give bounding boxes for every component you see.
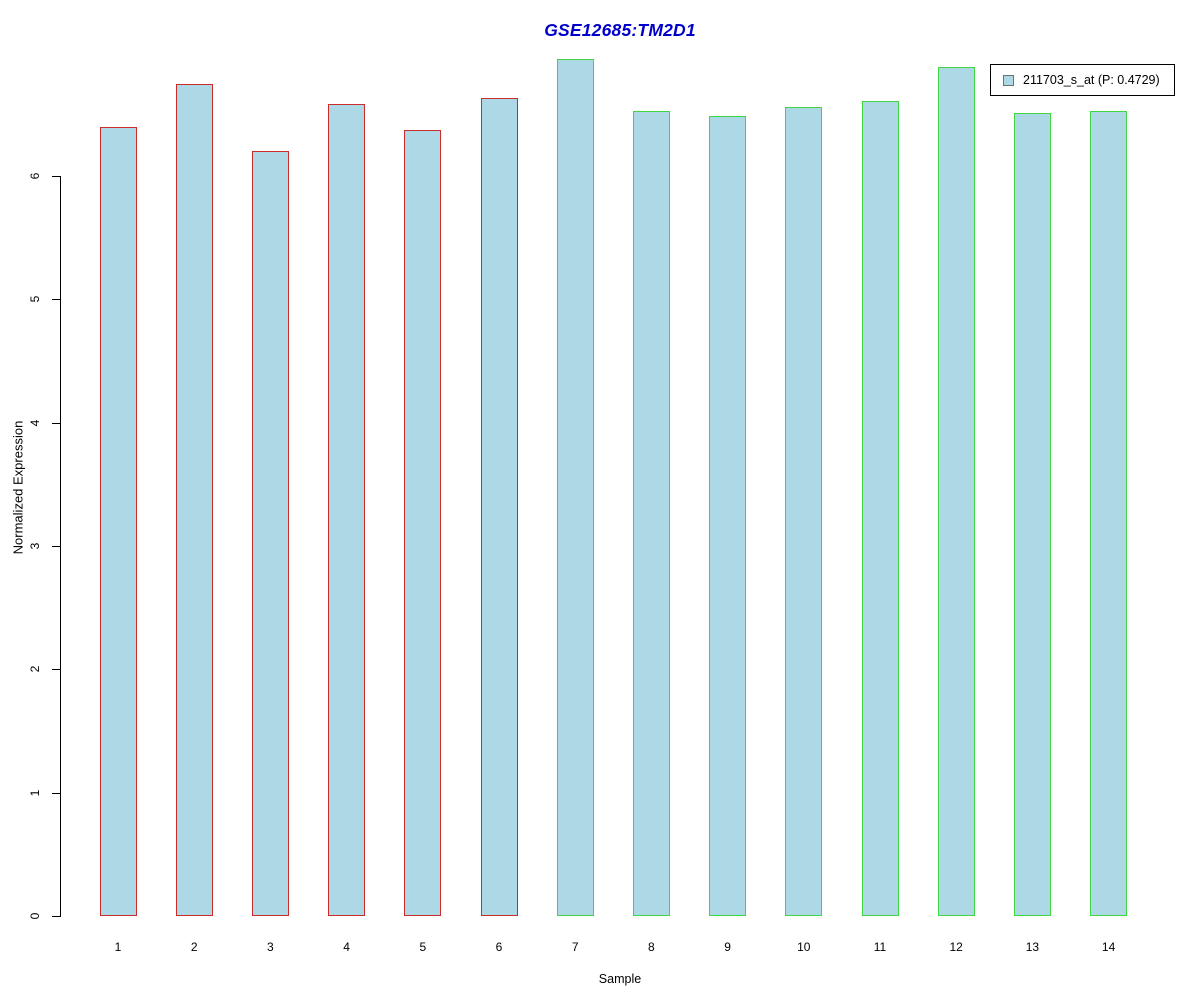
y-axis-line xyxy=(60,176,61,917)
x-tick-label: 2 xyxy=(190,940,198,954)
y-tick-label: 3 xyxy=(28,542,42,550)
legend: 211703_s_at (P: 0.4729) xyxy=(990,64,1175,96)
y-tick-mark xyxy=(52,792,60,794)
bar-sample-12 xyxy=(937,67,975,916)
y-tick-mark xyxy=(52,422,60,424)
x-tick-label: 8 xyxy=(648,940,655,954)
bar-sample-5 xyxy=(404,130,442,916)
y-tick-mark xyxy=(52,299,60,301)
bar-sample-11 xyxy=(861,100,899,916)
x-axis-title: Sample xyxy=(598,972,642,986)
x-tick-label: 6 xyxy=(495,940,503,954)
y-tick-mark xyxy=(52,546,60,547)
y-tick-label: 2 xyxy=(28,665,42,673)
x-tick-label: 3 xyxy=(267,940,274,954)
chart-title: GSE12685:TM2D1 xyxy=(544,20,696,40)
y-tick-label: 4 xyxy=(28,419,42,427)
y-tick-mark xyxy=(52,916,60,917)
x-tick-label: 9 xyxy=(724,940,731,954)
bar-sample-3 xyxy=(251,151,289,916)
bar-sample-2 xyxy=(175,83,213,916)
x-tick-label: 11 xyxy=(873,940,887,954)
bar-sample-9 xyxy=(709,115,747,916)
y-tick-mark xyxy=(52,669,60,671)
bar-sample-10 xyxy=(785,106,823,916)
y-tick-mark xyxy=(52,176,60,178)
x-tick-label: 14 xyxy=(1101,940,1116,954)
bar-sample-8 xyxy=(632,110,670,916)
bar-sample-13 xyxy=(1013,113,1051,916)
bar-sample-14 xyxy=(1090,110,1128,916)
x-tick-label: 5 xyxy=(419,940,427,954)
y-tick-label: 5 xyxy=(28,296,42,303)
y-axis-title: Normalized Expression xyxy=(10,420,26,555)
bar-sample-6 xyxy=(480,98,518,916)
x-tick-label: 7 xyxy=(571,940,579,954)
x-tick-label: 1 xyxy=(114,940,122,954)
y-tick-label: 6 xyxy=(28,172,42,180)
bar-sample-1 xyxy=(99,126,137,916)
x-tick-label: 12 xyxy=(949,940,963,954)
x-tick-label: 4 xyxy=(343,940,350,954)
x-tick-label: 10 xyxy=(797,940,811,954)
legend-label: 211703_s_at (P: 0.4729) xyxy=(1023,73,1160,87)
x-tick-label: 13 xyxy=(1025,940,1040,954)
y-tick-label: 0 xyxy=(28,912,42,920)
bar-sample-7 xyxy=(556,58,594,916)
y-tick-label: 1 xyxy=(28,789,42,796)
bar-sample-4 xyxy=(328,104,366,916)
legend-swatch-icon xyxy=(1003,74,1014,86)
